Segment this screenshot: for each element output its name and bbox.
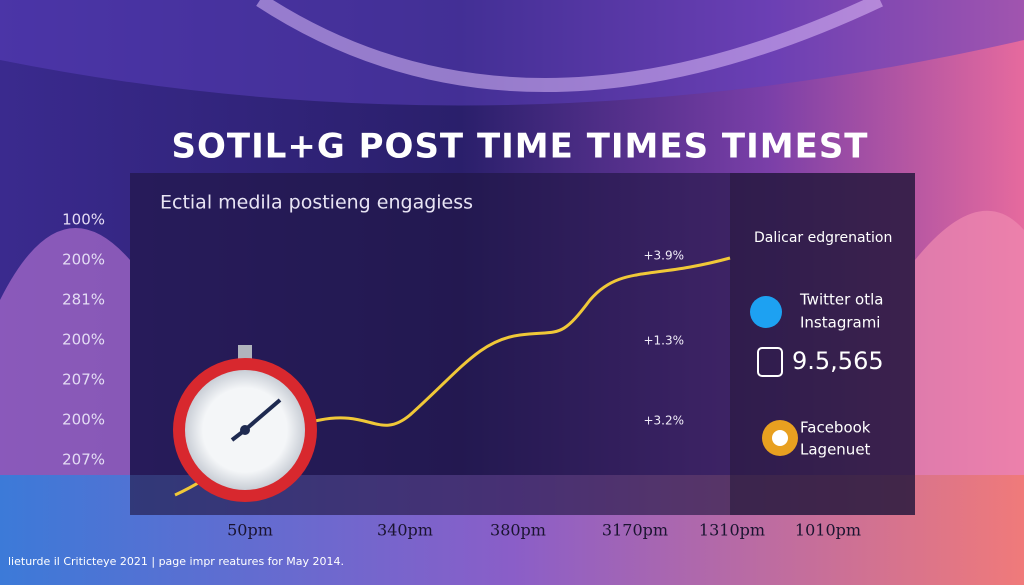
sky: [0, 0, 1024, 106]
y-label: 207%: [62, 371, 105, 389]
y-label: 100%: [62, 211, 105, 229]
x-label: 1310pm: [699, 521, 765, 540]
arc: [256, 0, 883, 92]
x-label: 1010pm: [795, 521, 861, 540]
title: SOTIL+G POST TIME TIMES TIMEST: [171, 127, 868, 167]
y-label: 281%: [62, 291, 105, 309]
chrome-icon-center: [772, 430, 788, 446]
x-label: 50pm: [227, 521, 273, 540]
hill: [0, 228, 130, 480]
x-label: 340pm: [377, 521, 433, 540]
footer: lieturde il Criticteye 2021 | page impr …: [8, 555, 344, 568]
x-label: 3170pm: [602, 521, 668, 540]
legend-item: Twitter otla: [799, 291, 883, 309]
legend-panel: [730, 173, 915, 515]
legend-item: Facebook: [800, 419, 871, 437]
twitter-icon: [750, 296, 782, 328]
subtitle: Ectial medila postieng engagiess: [160, 192, 473, 214]
x-label: 380pm: [490, 521, 546, 540]
y-label: 200%: [62, 411, 105, 429]
stat-icon: [757, 347, 783, 377]
y-label: 200%: [62, 251, 105, 269]
stat-value: 9.5,565: [792, 347, 884, 375]
hill: [915, 210, 1024, 480]
annotation: +3.9%: [643, 249, 684, 263]
legend-item: Instagrami: [800, 314, 880, 332]
stopwatch: [173, 345, 317, 502]
annotation: +3.2%: [643, 414, 684, 428]
y-label: 200%: [62, 331, 105, 349]
y-label: 207%: [62, 451, 105, 469]
annotation: +1.3%: [643, 334, 684, 348]
legend-title: Dalicar edgrenation: [754, 230, 892, 246]
legend-item: Lagenuet: [800, 441, 871, 459]
